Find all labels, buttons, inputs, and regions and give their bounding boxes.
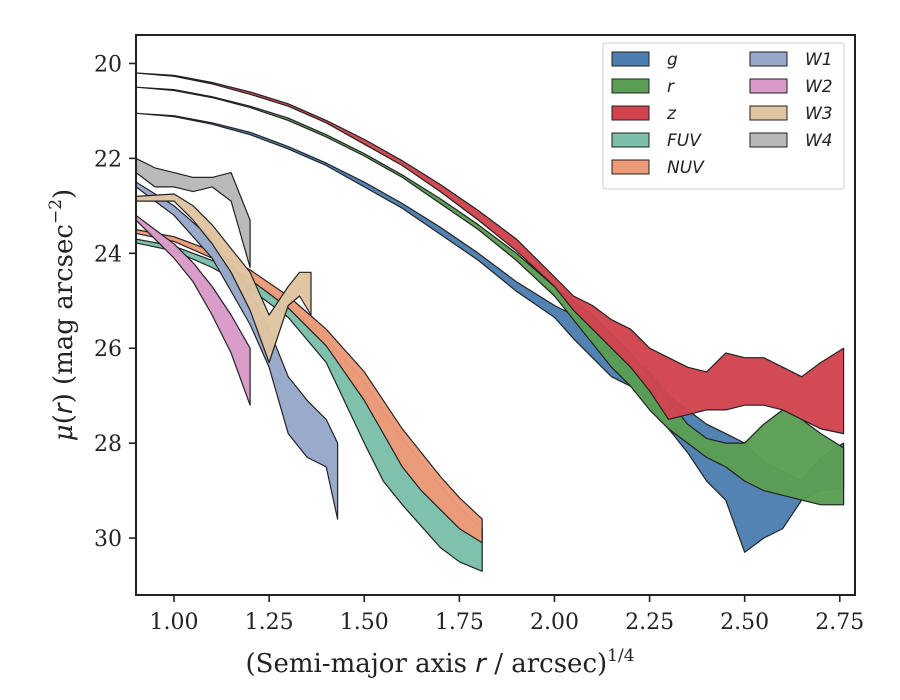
series-band-w3: [136, 193, 312, 364]
x-axis-label-superscript: 1/4: [607, 646, 634, 666]
legend: grz FUV NUV W1 W2 W3 W4: [602, 42, 845, 190]
legend-swatch-w1: [749, 51, 788, 67]
x-tick-label: 1.75: [435, 610, 484, 635]
y-axis-label-superscript: −2: [46, 199, 66, 224]
series-band-w2: [136, 214, 251, 406]
y-axis-label: μ(r) (mag arcsec−2): [46, 189, 79, 441]
x-tick-label: 2.00: [530, 610, 579, 635]
y-tick-label: 24: [94, 242, 122, 267]
y-tick-label: 20: [94, 52, 122, 77]
legend-label-w3: W3: [805, 104, 833, 124]
legend-label-fuv: FUV: [667, 131, 702, 151]
x-tick-label: 1.25: [245, 610, 294, 635]
legend-swatch-z: [611, 105, 650, 121]
legend-swatch-w2: [749, 78, 788, 94]
series-band-w4: [136, 157, 251, 269]
x-axis-label-prefix: (Semi-major axis: [245, 649, 475, 679]
y-tick-label: 28: [94, 432, 122, 457]
plot-frame: [135, 34, 856, 596]
legend-label-nuv: NUV: [667, 158, 705, 178]
x-axis-label-var: r: [475, 649, 488, 679]
legend-label-z: z: [666, 104, 677, 124]
y-axis-label-mu: μ: [49, 424, 79, 441]
y-tick-label: 26: [94, 337, 122, 362]
legend-swatch-g: [611, 51, 650, 67]
legend-label-g: g: [667, 50, 678, 70]
y-tick-label: 22: [94, 147, 122, 172]
legend-swatch-r: [611, 78, 650, 94]
y-axis-ticks: 20 22 24 26 28 30: [94, 52, 136, 552]
y-axis-label-var: r: [49, 401, 79, 414]
x-axis-label-suffix: / arcsec): [486, 649, 607, 679]
legend-swatch-nuv: [611, 159, 650, 175]
legend-swatch-w4: [749, 132, 788, 148]
legend-label-w2: W2: [805, 77, 833, 97]
legend-label-w1: W1: [805, 50, 833, 70]
x-tick-label: 2.25: [625, 610, 674, 635]
x-axis-label: (Semi-major axis r / arcsec)1/4: [245, 646, 634, 679]
x-tick-label: 1.00: [150, 610, 199, 635]
legend-swatch-fuv: [611, 132, 650, 148]
legend-swatch-w3: [749, 105, 788, 121]
x-tick-label: 2.50: [720, 610, 769, 635]
legend-label-w4: W4: [805, 131, 833, 151]
y-tick-label: 30: [94, 527, 122, 552]
x-tick-label: 1.50: [340, 610, 389, 635]
legend-label-r: r: [667, 77, 675, 97]
x-tick-label: 2.75: [815, 610, 864, 635]
series-band-nuv: [136, 229, 483, 544]
y-axis-label-open: (: [49, 414, 79, 424]
series-layer: [136, 72, 845, 572]
x-axis-ticks: 1.00 1.25 1.50 1.75 2.00 2.25 2.50 2.75: [150, 595, 864, 635]
y-axis-label-end: ): [49, 189, 79, 199]
series-band-z: [136, 72, 845, 435]
y-axis-label-text: ) (mag arcsec: [49, 224, 79, 403]
